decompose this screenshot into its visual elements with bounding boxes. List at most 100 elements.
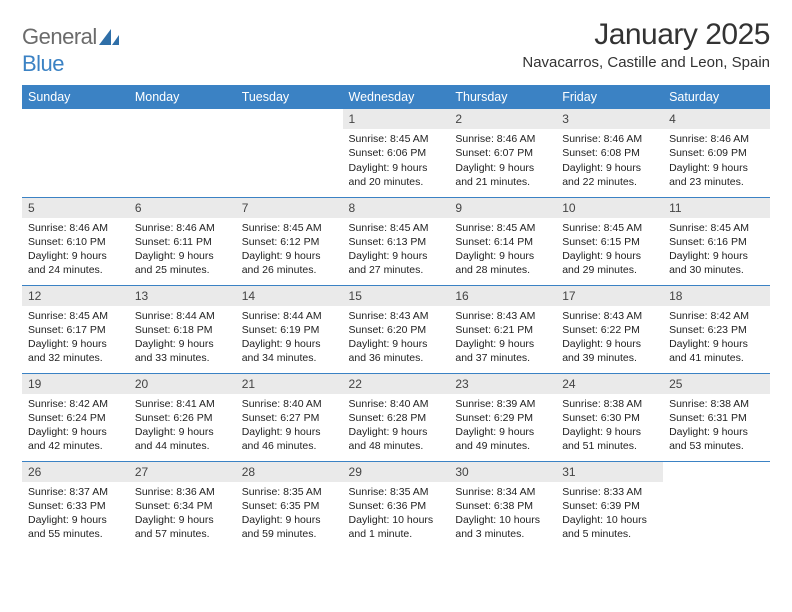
sunrise-text: Sunrise: 8:46 AM <box>135 221 230 235</box>
sunrise-text: Sunrise: 8:46 AM <box>669 132 764 146</box>
sunset-text: Sunset: 6:15 PM <box>562 235 657 249</box>
sunset-text: Sunset: 6:38 PM <box>455 499 550 513</box>
daylight-text: Daylight: 9 hours and 29 minutes. <box>562 249 657 277</box>
day-body: Sunrise: 8:45 AMSunset: 6:16 PMDaylight:… <box>663 218 770 278</box>
week-row: 19Sunrise: 8:42 AMSunset: 6:24 PMDayligh… <box>22 373 770 461</box>
day-body: Sunrise: 8:38 AMSunset: 6:31 PMDaylight:… <box>663 394 770 454</box>
day-number <box>129 109 236 115</box>
day-cell: 27Sunrise: 8:36 AMSunset: 6:34 PMDayligh… <box>129 461 236 549</box>
day-number: 16 <box>449 286 556 306</box>
day-number: 15 <box>343 286 450 306</box>
page-header: GeneralBlue January 2025 Navacarros, Cas… <box>22 18 770 77</box>
day-header: Saturday <box>663 85 770 109</box>
daylight-text: Daylight: 10 hours and 3 minutes. <box>455 513 550 541</box>
sunrise-text: Sunrise: 8:39 AM <box>455 397 550 411</box>
daylight-text: Daylight: 9 hours and 39 minutes. <box>562 337 657 365</box>
daylight-text: Daylight: 9 hours and 55 minutes. <box>28 513 123 541</box>
day-cell <box>129 109 236 197</box>
day-header: Wednesday <box>343 85 450 109</box>
sunrise-text: Sunrise: 8:45 AM <box>669 221 764 235</box>
day-cell: 14Sunrise: 8:44 AMSunset: 6:19 PMDayligh… <box>236 285 343 373</box>
day-body: Sunrise: 8:36 AMSunset: 6:34 PMDaylight:… <box>129 482 236 542</box>
day-number: 14 <box>236 286 343 306</box>
sunrise-text: Sunrise: 8:45 AM <box>562 221 657 235</box>
day-number: 12 <box>22 286 129 306</box>
sunrise-text: Sunrise: 8:42 AM <box>28 397 123 411</box>
calendar-page: GeneralBlue January 2025 Navacarros, Cas… <box>0 0 792 567</box>
daylight-text: Daylight: 9 hours and 36 minutes. <box>349 337 444 365</box>
sunrise-text: Sunrise: 8:33 AM <box>562 485 657 499</box>
sunset-text: Sunset: 6:06 PM <box>349 146 444 160</box>
day-body: Sunrise: 8:44 AMSunset: 6:18 PMDaylight:… <box>129 306 236 366</box>
sunrise-text: Sunrise: 8:37 AM <box>28 485 123 499</box>
sunset-text: Sunset: 6:17 PM <box>28 323 123 337</box>
sunrise-text: Sunrise: 8:45 AM <box>455 221 550 235</box>
daylight-text: Daylight: 9 hours and 32 minutes. <box>28 337 123 365</box>
day-body: Sunrise: 8:42 AMSunset: 6:24 PMDaylight:… <box>22 394 129 454</box>
day-cell: 7Sunrise: 8:45 AMSunset: 6:12 PMDaylight… <box>236 197 343 285</box>
daylight-text: Daylight: 9 hours and 22 minutes. <box>562 161 657 189</box>
daylight-text: Daylight: 9 hours and 20 minutes. <box>349 161 444 189</box>
day-number: 4 <box>663 109 770 129</box>
logo-text-blue: Blue <box>22 51 64 76</box>
day-number: 13 <box>129 286 236 306</box>
day-number: 29 <box>343 462 450 482</box>
day-cell: 12Sunrise: 8:45 AMSunset: 6:17 PMDayligh… <box>22 285 129 373</box>
sunset-text: Sunset: 6:28 PM <box>349 411 444 425</box>
daylight-text: Daylight: 9 hours and 57 minutes. <box>135 513 230 541</box>
sunrise-text: Sunrise: 8:35 AM <box>242 485 337 499</box>
daylight-text: Daylight: 9 hours and 24 minutes. <box>28 249 123 277</box>
day-body: Sunrise: 8:43 AMSunset: 6:20 PMDaylight:… <box>343 306 450 366</box>
day-cell <box>663 461 770 549</box>
day-body: Sunrise: 8:40 AMSunset: 6:28 PMDaylight:… <box>343 394 450 454</box>
day-body: Sunrise: 8:44 AMSunset: 6:19 PMDaylight:… <box>236 306 343 366</box>
day-number <box>236 109 343 115</box>
day-cell: 15Sunrise: 8:43 AMSunset: 6:20 PMDayligh… <box>343 285 450 373</box>
sunset-text: Sunset: 6:30 PM <box>562 411 657 425</box>
daylight-text: Daylight: 9 hours and 51 minutes. <box>562 425 657 453</box>
day-cell: 21Sunrise: 8:40 AMSunset: 6:27 PMDayligh… <box>236 373 343 461</box>
day-body: Sunrise: 8:45 AMSunset: 6:13 PMDaylight:… <box>343 218 450 278</box>
day-number: 10 <box>556 198 663 218</box>
day-number: 18 <box>663 286 770 306</box>
day-cell: 5Sunrise: 8:46 AMSunset: 6:10 PMDaylight… <box>22 197 129 285</box>
day-number: 22 <box>343 374 450 394</box>
sunset-text: Sunset: 6:31 PM <box>669 411 764 425</box>
sunrise-text: Sunrise: 8:35 AM <box>349 485 444 499</box>
daylight-text: Daylight: 9 hours and 46 minutes. <box>242 425 337 453</box>
sunrise-text: Sunrise: 8:46 AM <box>562 132 657 146</box>
day-cell: 30Sunrise: 8:34 AMSunset: 6:38 PMDayligh… <box>449 461 556 549</box>
day-number: 3 <box>556 109 663 129</box>
day-cell: 19Sunrise: 8:42 AMSunset: 6:24 PMDayligh… <box>22 373 129 461</box>
sunset-text: Sunset: 6:24 PM <box>28 411 123 425</box>
sunrise-text: Sunrise: 8:45 AM <box>349 221 444 235</box>
day-cell: 9Sunrise: 8:45 AMSunset: 6:14 PMDaylight… <box>449 197 556 285</box>
sunset-text: Sunset: 6:12 PM <box>242 235 337 249</box>
day-number: 27 <box>129 462 236 482</box>
sunset-text: Sunset: 6:19 PM <box>242 323 337 337</box>
day-cell: 8Sunrise: 8:45 AMSunset: 6:13 PMDaylight… <box>343 197 450 285</box>
daylight-text: Daylight: 9 hours and 59 minutes. <box>242 513 337 541</box>
day-body: Sunrise: 8:38 AMSunset: 6:30 PMDaylight:… <box>556 394 663 454</box>
week-row: 12Sunrise: 8:45 AMSunset: 6:17 PMDayligh… <box>22 285 770 373</box>
sunset-text: Sunset: 6:33 PM <box>28 499 123 513</box>
day-cell: 28Sunrise: 8:35 AMSunset: 6:35 PMDayligh… <box>236 461 343 549</box>
sunrise-text: Sunrise: 8:40 AM <box>242 397 337 411</box>
day-number: 7 <box>236 198 343 218</box>
day-cell: 6Sunrise: 8:46 AMSunset: 6:11 PMDaylight… <box>129 197 236 285</box>
day-number: 31 <box>556 462 663 482</box>
sunset-text: Sunset: 6:10 PM <box>28 235 123 249</box>
day-cell: 2Sunrise: 8:46 AMSunset: 6:07 PMDaylight… <box>449 109 556 197</box>
sunset-text: Sunset: 6:22 PM <box>562 323 657 337</box>
day-number: 19 <box>22 374 129 394</box>
day-body: Sunrise: 8:45 AMSunset: 6:06 PMDaylight:… <box>343 129 450 189</box>
day-body: Sunrise: 8:42 AMSunset: 6:23 PMDaylight:… <box>663 306 770 366</box>
sunset-text: Sunset: 6:36 PM <box>349 499 444 513</box>
sunset-text: Sunset: 6:35 PM <box>242 499 337 513</box>
sunset-text: Sunset: 6:23 PM <box>669 323 764 337</box>
daylight-text: Daylight: 9 hours and 53 minutes. <box>669 425 764 453</box>
daylight-text: Daylight: 9 hours and 42 minutes. <box>28 425 123 453</box>
daylight-text: Daylight: 9 hours and 23 minutes. <box>669 161 764 189</box>
sunset-text: Sunset: 6:34 PM <box>135 499 230 513</box>
day-header: Friday <box>556 85 663 109</box>
